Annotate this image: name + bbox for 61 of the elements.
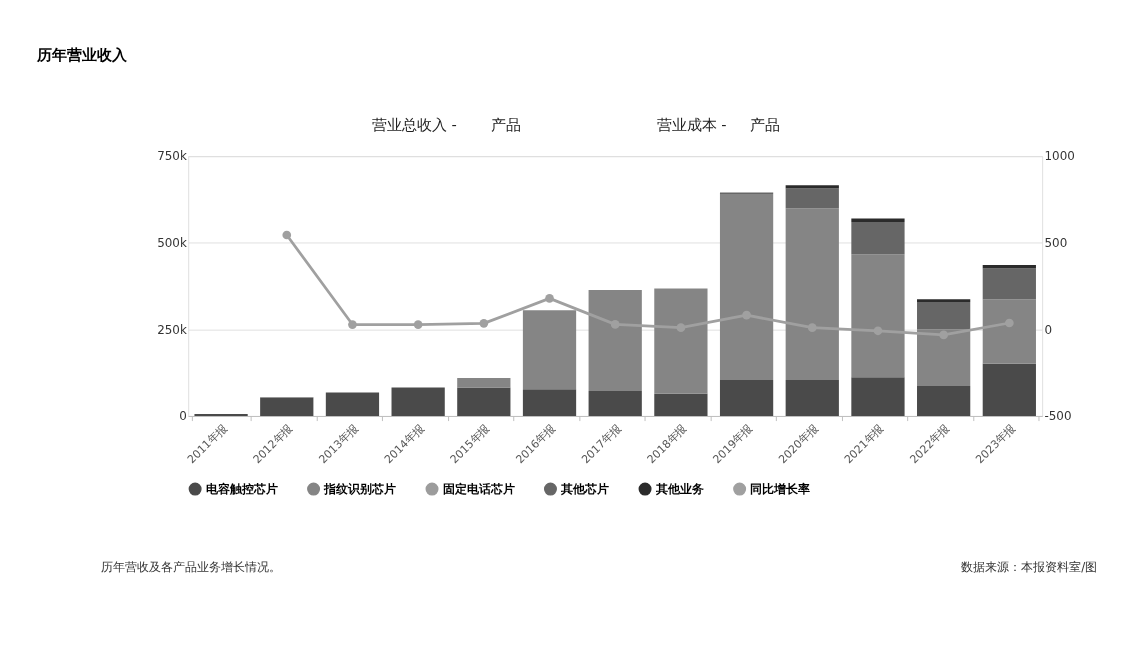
bar	[719, 193, 774, 380]
chart-title: 历年营业收入	[35, 45, 128, 63]
source-note: 数据来源：本报资料室/图	[961, 560, 1098, 575]
bar	[654, 288, 708, 394]
bar	[785, 379, 839, 417]
bar	[917, 302, 971, 330]
bar	[982, 299, 1036, 364]
legend-label: 指纹识别芯片	[323, 481, 397, 496]
text: 营业成本 -	[656, 115, 727, 133]
y2-tick-label: 1000	[1044, 149, 1075, 164]
text: 产品	[750, 115, 781, 133]
y2-tick-label: -500	[1044, 409, 1072, 424]
bar	[851, 254, 905, 378]
bar	[917, 385, 971, 417]
point	[873, 326, 883, 336]
y2-tick-label: 500	[1044, 235, 1068, 250]
bar	[982, 268, 1036, 300]
point	[413, 320, 423, 329]
point	[545, 294, 554, 303]
legend-label: 其他芯片	[560, 481, 610, 496]
point	[1004, 318, 1014, 328]
bar	[982, 363, 1036, 417]
bar	[719, 379, 774, 417]
bar	[851, 222, 905, 255]
bar	[457, 387, 511, 417]
bar	[851, 377, 905, 417]
bar	[260, 397, 314, 417]
bar	[785, 188, 839, 209]
bar	[522, 310, 577, 390]
bar	[588, 289, 642, 392]
point	[742, 310, 751, 320]
legend-label: 同比增长率	[750, 481, 811, 496]
point	[610, 320, 620, 329]
bar	[654, 393, 708, 417]
y-tick-label: 0	[179, 409, 187, 424]
bar	[522, 389, 577, 417]
legend-label: 固定电话芯片	[442, 481, 515, 496]
point	[939, 330, 948, 340]
point	[807, 323, 817, 333]
bar	[325, 392, 380, 417]
bar	[457, 377, 511, 388]
bar	[391, 387, 445, 417]
y2-tick-label: 0	[1044, 322, 1053, 337]
point	[676, 323, 686, 333]
bar	[785, 185, 839, 189]
text: 产品	[491, 115, 522, 133]
bar	[194, 413, 248, 417]
bar	[588, 391, 642, 417]
point	[282, 230, 292, 240]
bar	[917, 299, 971, 303]
y-tick-label: 500k	[157, 235, 187, 250]
text: 历年营收及各产品业务增长情况。	[101, 560, 281, 575]
point	[479, 318, 489, 328]
legend-label: 其他业务	[654, 481, 704, 496]
y-tick-label: 250k	[157, 322, 187, 337]
text: 营业总收入 -	[371, 115, 457, 133]
legend-label: 电容触控芯片	[205, 481, 278, 496]
point	[348, 320, 357, 329]
bar	[785, 208, 839, 380]
bar	[917, 329, 971, 386]
y-tick-label: 750k	[157, 149, 187, 164]
